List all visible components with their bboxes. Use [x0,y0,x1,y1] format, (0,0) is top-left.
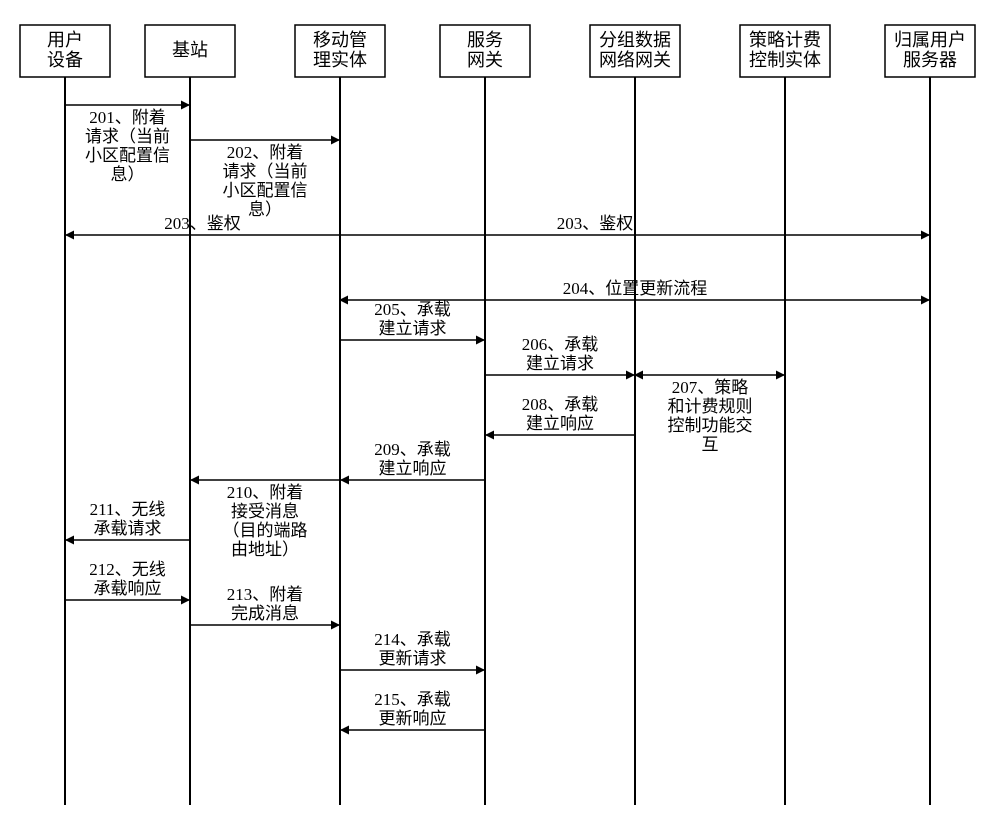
msg-14-label-0: 214、承载 [374,630,451,649]
msg-8-label-1: 建立响应 [526,414,594,433]
msg-13-label-0: 213、附着 [227,585,304,604]
actor-pcrf-label-0: 策略计费 [749,30,821,50]
actor-pgw-label-1: 网络网关 [599,50,671,70]
msg-15-label-1: 更新响应 [379,709,447,728]
msg-10-label-3: 由地址） [231,540,299,559]
msg-14-label-1: 更新请求 [379,649,447,668]
msg-1-label-0: 202、附着 [227,143,304,162]
msg-12-label-1: 承载响应 [94,579,162,598]
msg-10-label-0: 210、附着 [227,483,304,502]
msg-1-label-3: 息） [248,200,282,219]
actor-pcrf-label-1: 控制实体 [749,50,821,70]
msg-1-label-2: 小区配置信 [223,181,308,200]
msg-8-label-0: 208、承载 [522,395,599,414]
actor-hss-label-1: 服务器 [903,50,957,70]
msg-10-label-1: 接受消息 [231,502,299,521]
msg-0-label-0: 201、附着 [89,108,166,127]
msg-13-label-1: 完成消息 [231,604,299,623]
actor-pgw-label-0: 分组数据 [599,30,671,50]
actor-mme-label-1: 理实体 [313,50,367,70]
msg-9-label-0: 209、承载 [374,440,451,459]
msg-7-label-0: 207、策略 [672,378,749,397]
msg-0-label-2: 小区配置信 [85,146,170,165]
msg-3-label-0: 203、鉴权 [557,214,634,233]
msg-15-label-0: 215、承载 [374,690,451,709]
actor-bs-label-0: 基站 [172,40,208,60]
msg-0-label-3: 息） [111,165,145,184]
msg-10-label-2: （目的端路 [223,521,308,540]
msg-7-label-2: 控制功能交 [668,416,753,435]
msg-2-label-0: 203、鉴权 [164,214,241,233]
msg-4-label-0: 204、位置更新流程 [563,279,708,298]
msg-9-label-1: 建立响应 [379,459,447,478]
msg-7-label-1: 和计费规则 [668,397,753,416]
msg-12-label-0: 212、无线 [89,560,166,579]
msg-6-label-0: 206、承载 [522,335,599,354]
msg-7-label-3: 互 [702,435,719,454]
actor-sgw-label-0: 服务 [467,30,503,50]
actor-sgw-label-1: 网关 [467,50,503,70]
sequence-diagram: 用户设备 基站 移动管理实体 服务网关 分组数据网络网关 策略计费控制实体 归属用户服务器 2… [10,10,990,810]
msg-11-label-0: 211、无线 [90,500,166,519]
actor-ue-label-1: 设备 [47,50,83,70]
msg-0-label-1: 请求（当前 [85,127,170,146]
actor-mme-label-0: 移动管 [313,30,367,50]
msg-5-label-1: 建立请求 [379,319,447,338]
actor-hss-label-0: 归属用户 [894,30,966,50]
msg-11-label-1: 承载请求 [94,519,162,538]
msg-1-label-1: 请求（当前 [223,162,308,181]
actor-ue-label-0: 用户 [47,30,83,50]
msg-5-label-0: 205、承载 [374,300,451,319]
msg-6-label-1: 建立请求 [526,354,594,373]
